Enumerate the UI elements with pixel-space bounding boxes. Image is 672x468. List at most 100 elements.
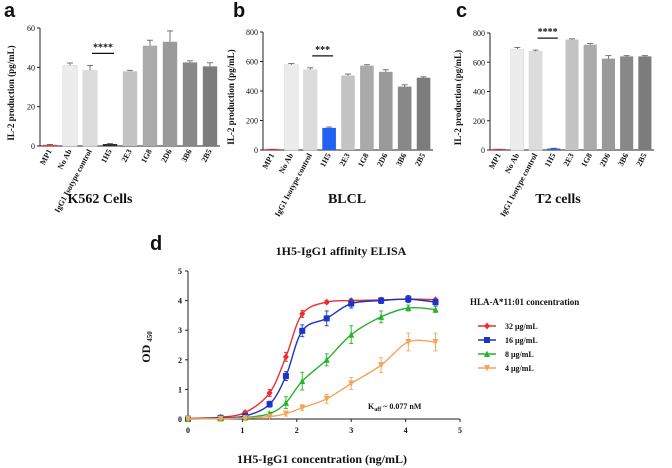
panel-a-y-axis-title: IL-2 production (pg/mL): [6, 45, 16, 140]
panel-b-category-label: MP1: [261, 152, 277, 171]
panel-a-letter: a: [4, 0, 16, 22]
panel-c-category-label: 1H5: [543, 152, 558, 169]
panel-c-bar-1g8: [583, 44, 597, 151]
panel-a-significance-stars: ****: [93, 42, 113, 53]
panel-c-bar-3b6: [620, 56, 634, 150]
panel-c-letter: c: [456, 0, 467, 22]
panel-a-category-label: MP1: [38, 148, 54, 167]
panel-b-y-tick-label: 800: [246, 28, 258, 37]
panel-d-y-tick-label: 2: [178, 356, 182, 365]
panel-c-category-label: MP1: [487, 152, 503, 171]
panel-d-series-4-point: [266, 413, 273, 421]
panel-d-kaff-annotation: Kaff ~ 0.077 nM: [368, 402, 422, 413]
panel-b-category-label: 2E3: [338, 152, 352, 168]
panel-a-y-tick-label: 20: [27, 103, 35, 112]
panel-d-y-axis-title-main: OD: [139, 342, 153, 363]
panel-c-category-label: 2D6: [598, 152, 612, 168]
panel-b-bar-1g8: [360, 65, 374, 150]
panel-c-bar-1h5: [547, 148, 561, 150]
panel-d-letter: d: [150, 233, 162, 255]
panel-d-series-2-point: [299, 327, 306, 334]
panel-a-category-label: 1H5: [99, 148, 114, 165]
panel-b-bar-2d6: [378, 71, 393, 150]
panel-d-x-tick-label: 5: [458, 426, 462, 435]
panel-d-y-axis-title: OD 450: [139, 331, 154, 363]
panel-d-y-tick-label: 1: [178, 385, 182, 394]
panel-d-series-4-point: [348, 380, 355, 387]
panel-d-series-3-point: [378, 313, 385, 320]
panel-c-bar-2e3: [565, 39, 579, 150]
panel-b-category-label: IgG1 Isotype control: [273, 151, 314, 218]
panel-a-category-label: No Ab: [56, 147, 74, 171]
panel-c-bar-no-ab: [510, 48, 525, 151]
panel-d-legend-label-2: 16 μg/mL: [505, 336, 538, 345]
panel-d-y-tick-label: 5: [178, 267, 182, 276]
panel-a-category-label: 2E3: [120, 148, 134, 164]
panel-c-bar-2d6: [601, 58, 616, 150]
panel-c-bar-chart: c T2 cells 0 200 400 600 800 IL-2 production …: [453, 0, 654, 218]
panel-b-letter: b: [233, 0, 245, 22]
panel-b-bar-2b5: [416, 77, 431, 150]
panel-c-significance-stars: ****: [538, 27, 558, 38]
panel-d-title: 1H5-IgG1 affinity ELISA: [276, 244, 407, 258]
panel-b-y-axis-title: IL-2 production (pg/mL): [226, 49, 236, 144]
panel-c-category-label: 2E3: [562, 152, 576, 168]
panel-a-bar-2b5: [202, 66, 218, 146]
panel-d-kaff-main: K: [368, 402, 375, 411]
panel-d-series-3-point: [299, 377, 306, 385]
panel-c-category-label: 1G8: [579, 152, 594, 169]
panel-d-x-tick-label: 1: [240, 426, 244, 435]
panel-d-series-2-point: [323, 315, 330, 322]
panel-d-series-3-point: [282, 399, 289, 406]
panel-d-legend-marker-2: [484, 337, 490, 343]
panel-c-y-axis-title: IL-2 production (pg/mL): [453, 50, 463, 145]
panel-d-y-tick-label: 3: [178, 326, 182, 335]
panel-b-category-label: No Ab: [277, 151, 295, 175]
panel-a-bar-1h5: [102, 144, 118, 146]
panel-d-series-4-point: [323, 395, 330, 403]
panel-b-category-label: 3B6: [394, 152, 408, 168]
panel-d-legend-label-3: 8 μg/mL: [505, 350, 534, 359]
panel-b-y-tick-label: 600: [246, 58, 258, 67]
panel-d-y-tick-label: 4: [178, 297, 182, 306]
panel-a-bar-mp1: [42, 144, 58, 146]
panel-d-series-1-point: [266, 389, 273, 397]
panel-d-series-4-point: [242, 415, 249, 422]
panel-d-kaff-value: ~ 0.077 nM: [381, 402, 422, 411]
panel-c-y-tick-label: 0: [481, 146, 485, 155]
panel-d-legend-marker-1: [484, 322, 490, 330]
panel-d-series-2-point: [405, 296, 412, 303]
panel-b-category-label: 2D6: [375, 152, 389, 168]
panel-b-y-tick-label: 200: [246, 117, 258, 126]
panel-d-series-2-curve: [187, 298, 436, 420]
panel-a-category-label: 2B5: [200, 148, 214, 164]
panel-c-category-label: 2B5: [634, 152, 648, 168]
panel-d-series-3-point: [323, 356, 330, 363]
panel-d-y-axis-title-sub: 450: [146, 331, 154, 342]
panel-a-y-tick-label: 40: [27, 63, 35, 72]
panel-d-x-tick-label: 0: [186, 426, 190, 435]
panel-a-title: K562 Cells: [68, 192, 133, 207]
panel-c-category-label: IgG1 Isotype control: [498, 151, 539, 218]
panel-d-legend-title: HLA-A*11:01 concentration: [470, 297, 579, 307]
panel-c-title: T2 cells: [535, 192, 581, 207]
panel-d-x-tick-label: 3: [349, 426, 353, 435]
panel-d-series-1-curve: [187, 298, 436, 420]
panel-b-y-tick-label: 400: [246, 87, 258, 96]
panel-d-legend-label-4: 4 μg/mL: [505, 364, 534, 373]
panel-a-y-tick-label: 60: [27, 24, 35, 33]
panel-c-category-label: 3B6: [616, 152, 630, 168]
panel-d-series-4-point: [378, 362, 385, 369]
panel-b-significance-stars: ***: [315, 45, 330, 56]
panel-b-bar-3b6: [397, 86, 412, 150]
panel-b-title: BLCL: [328, 192, 366, 207]
panel-d-legend-label-1: 32 μg/mL: [505, 322, 538, 331]
panel-a-category-label: 3B6: [180, 148, 194, 164]
panel-d-series-4-point: [185, 416, 191, 423]
panel-a-bar-3b6: [182, 62, 198, 146]
panel-d-series-3-point: [405, 304, 412, 311]
panel-a-bar-2d6: [162, 41, 178, 147]
panel-a-category-label: 2D6: [159, 148, 173, 164]
panel-b-bar-2e3: [341, 75, 355, 150]
